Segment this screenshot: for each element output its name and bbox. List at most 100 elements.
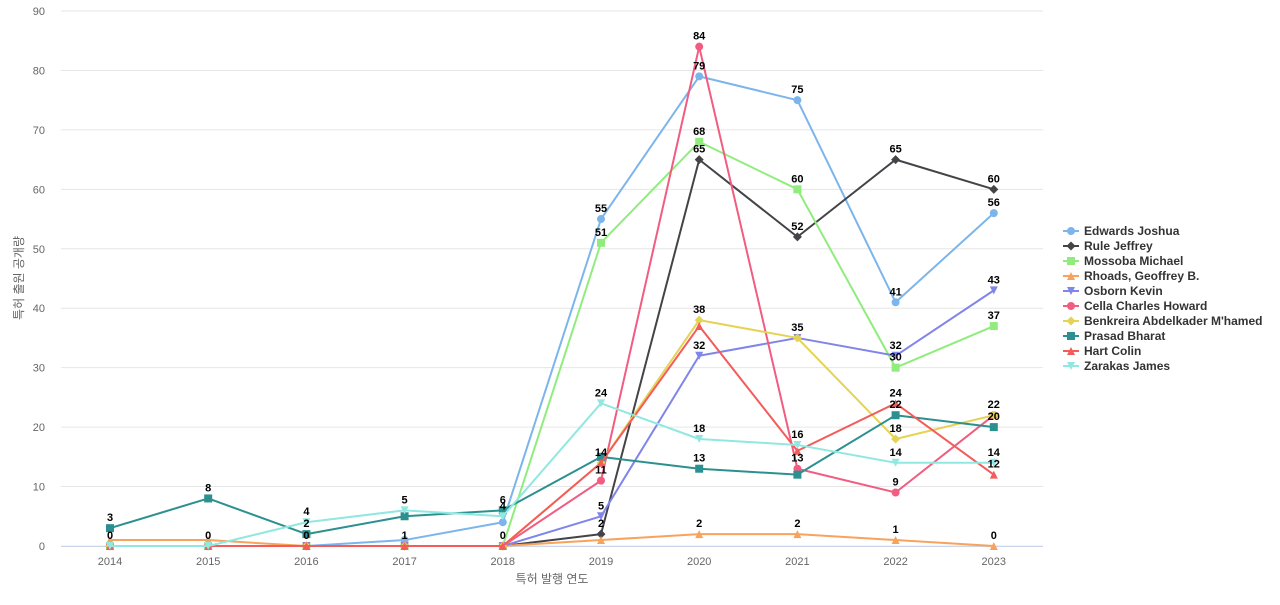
data-point[interactable] — [891, 298, 900, 307]
data-label: 1 — [893, 524, 899, 536]
data-point[interactable] — [989, 286, 998, 295]
data-point[interactable] — [989, 209, 998, 218]
data-point[interactable] — [106, 542, 114, 550]
legend-item[interactable]: Hart Colin — [1063, 344, 1141, 358]
data-point[interactable] — [989, 423, 998, 432]
data-point[interactable] — [989, 322, 998, 331]
data-point[interactable] — [597, 476, 605, 485]
data-label: 0 — [991, 530, 997, 542]
data-point[interactable] — [597, 458, 605, 467]
data-point[interactable] — [695, 137, 704, 146]
legend-marker[interactable] — [1067, 362, 1075, 370]
data-point[interactable] — [204, 494, 213, 503]
data-point[interactable] — [597, 512, 605, 521]
series-line[interactable] — [110, 158, 995, 547]
legend-item[interactable]: Zarakas James — [1063, 359, 1170, 373]
data-point[interactable] — [989, 458, 998, 467]
data-point[interactable] — [793, 440, 802, 449]
data-point[interactable] — [597, 452, 605, 461]
data-point[interactable] — [891, 351, 900, 360]
data-point[interactable] — [695, 464, 704, 473]
data-point[interactable] — [891, 155, 901, 165]
data-point[interactable] — [989, 470, 998, 479]
data-point[interactable] — [989, 542, 998, 550]
data-point[interactable] — [891, 363, 900, 372]
legend-item[interactable]: Rule Jeffrey — [1063, 239, 1153, 253]
data-point[interactable] — [891, 536, 900, 545]
legend-item[interactable]: Mossoba Michael — [1063, 254, 1183, 268]
data-point[interactable] — [695, 435, 704, 443]
legend-marker[interactable] — [1067, 257, 1075, 265]
data-point[interactable] — [597, 238, 605, 247]
data-point[interactable] — [302, 542, 311, 550]
legend-item[interactable]: Rhoads, Geoffrey B. — [1063, 269, 1199, 283]
legend-item[interactable]: Prasad Bharat — [1063, 329, 1165, 343]
data-point[interactable] — [792, 232, 802, 242]
data-point[interactable] — [694, 315, 704, 325]
data-point[interactable] — [498, 518, 507, 527]
series-2[interactable] — [106, 137, 998, 550]
legend-label: Rule Jeffrey — [1084, 239, 1153, 253]
legend-item[interactable]: Cella Charles Howard — [1063, 299, 1207, 313]
data-point[interactable] — [597, 215, 605, 224]
data-point[interactable] — [695, 530, 704, 539]
data-point[interactable] — [498, 542, 507, 550]
data-point[interactable] — [204, 542, 213, 550]
series-line[interactable] — [109, 414, 994, 536]
data-point[interactable] — [891, 399, 900, 408]
legend-marker[interactable] — [1066, 241, 1076, 251]
data-point[interactable] — [302, 518, 311, 527]
data-point[interactable] — [891, 488, 900, 497]
legend-marker[interactable] — [1067, 272, 1075, 280]
data-point[interactable] — [498, 512, 507, 521]
data-point[interactable] — [793, 446, 802, 455]
data-point[interactable] — [793, 185, 802, 194]
data-point[interactable] — [302, 530, 311, 539]
series-line[interactable] — [110, 75, 995, 547]
series-1[interactable] — [105, 155, 999, 551]
data-point[interactable] — [989, 184, 999, 194]
series-7[interactable] — [106, 411, 998, 539]
series-line[interactable] — [110, 140, 995, 547]
data-point[interactable] — [793, 96, 802, 105]
data-point[interactable] — [694, 155, 704, 165]
legend-marker[interactable] — [1067, 332, 1075, 340]
series-line[interactable] — [110, 533, 994, 547]
legend-marker[interactable] — [1067, 287, 1075, 295]
legend-marker[interactable] — [1066, 316, 1076, 326]
data-point[interactable] — [695, 351, 704, 360]
data-point[interactable] — [792, 333, 802, 343]
data-point[interactable] — [597, 536, 605, 545]
series-line[interactable] — [110, 289, 995, 547]
legend-item[interactable]: Edwards Joshua — [1063, 224, 1180, 238]
legend-item[interactable]: Benkreira Abdelkader M'hamed — [1063, 314, 1262, 328]
data-point[interactable] — [989, 410, 999, 420]
data-point[interactable] — [793, 530, 802, 539]
data-point[interactable] — [400, 506, 409, 515]
legend-marker[interactable] — [1067, 347, 1075, 355]
series-8[interactable] — [106, 322, 998, 550]
data-point[interactable] — [891, 411, 900, 420]
legend-item[interactable]: Osborn Kevin — [1063, 284, 1163, 298]
data-point[interactable] — [695, 72, 704, 81]
data-point[interactable] — [400, 542, 409, 550]
series-line[interactable] — [110, 45, 995, 547]
data-point[interactable] — [597, 399, 605, 408]
series-line[interactable] — [110, 325, 995, 547]
data-point[interactable] — [695, 322, 704, 331]
legend-marker[interactable] — [1067, 302, 1075, 310]
data-point[interactable] — [793, 470, 802, 479]
data-point[interactable] — [891, 458, 900, 467]
data-point[interactable] — [106, 524, 114, 533]
series-9[interactable] — [106, 399, 998, 550]
data-point[interactable] — [891, 434, 901, 444]
data-point[interactable] — [498, 506, 507, 515]
data-point[interactable] — [400, 512, 409, 521]
series-line[interactable] — [110, 402, 994, 547]
data-point[interactable] — [596, 529, 606, 539]
data-label: 56 — [988, 197, 1000, 209]
series-5[interactable] — [106, 42, 998, 550]
data-point[interactable] — [695, 42, 704, 51]
legend-marker[interactable] — [1067, 227, 1075, 235]
